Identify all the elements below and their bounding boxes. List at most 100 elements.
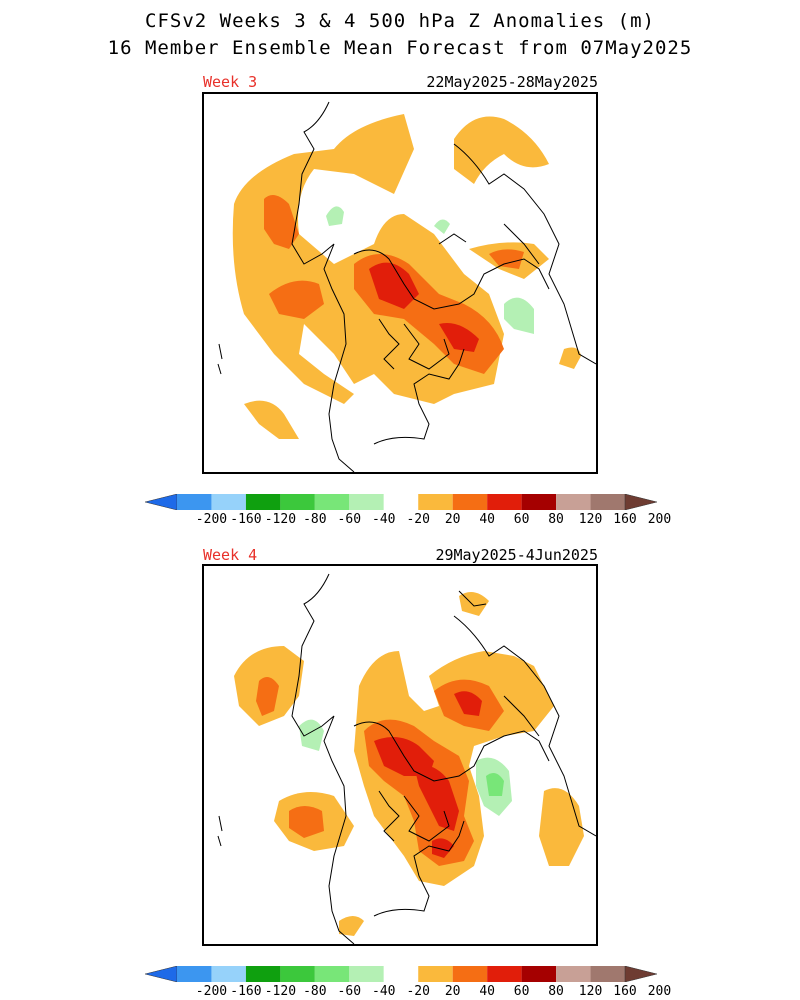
colorbar-swatch — [280, 966, 315, 982]
colorbar-swatch — [556, 494, 591, 510]
anomaly-60-80 — [454, 691, 482, 716]
colorbar-tick-label: 160 — [613, 512, 637, 527]
anomaly-40-60 — [489, 249, 524, 269]
colorbar-low-arrow — [145, 966, 178, 982]
colorbar-tick-label: -40 — [372, 512, 396, 527]
coastline — [291, 573, 355, 944]
coastline — [503, 223, 540, 265]
anomaly-neg20-40 — [434, 219, 450, 234]
colorbar-swatch — [245, 966, 281, 982]
panel1-map-graphic — [217, 101, 596, 472]
coastline — [403, 323, 450, 370]
anomaly-40-60 — [269, 280, 324, 319]
panel1-coastlines — [217, 101, 596, 472]
anomaly-neg20-40 — [326, 206, 344, 226]
coastline — [353, 721, 550, 782]
colorbar-swatch — [487, 494, 522, 510]
colorbar-high-arrow — [624, 494, 657, 510]
colorbar-swatch — [590, 494, 625, 510]
colorbar-tick-label: 60 — [513, 984, 530, 999]
colorbar-tick-label: -80 — [303, 984, 327, 999]
colorbar-low-arrow — [145, 494, 178, 510]
coastline — [453, 143, 596, 365]
colorbar-tick-label: -160 — [230, 984, 262, 999]
anomaly-20-40 — [454, 116, 549, 184]
colorbar-swatch — [349, 494, 384, 510]
panel2-map — [202, 564, 598, 946]
colorbar-swatch — [245, 494, 281, 510]
colorbar-tick-label: 40 — [479, 984, 495, 999]
anomaly-40-60 — [264, 195, 299, 249]
anomaly-60-80 — [432, 838, 454, 858]
anomaly-20-40 — [559, 347, 581, 369]
chart-title: CFSv2 Weeks 3 & 4 500 hPa Z Anomalies (m… — [145, 10, 655, 32]
colorbar-tick-label: -40 — [372, 984, 396, 999]
anomaly-40-60 — [256, 677, 279, 716]
panel1-colorbar — [145, 494, 657, 510]
colorbar-swatch — [590, 966, 625, 982]
coastline — [217, 343, 223, 375]
anomaly-40-60 — [289, 806, 324, 838]
chart-subtitle: 16 Member Ensemble Mean Forecast from 07… — [107, 37, 693, 59]
panel1-colorbar-labels: -200 -160 -120 -80 -60 -40 -20 20 40 60 80 120 160 20… — [145, 512, 671, 527]
colorbar-tick-label: -20 — [406, 512, 430, 527]
colorbar-swatch — [521, 966, 557, 982]
colorbar-tick-label: 160 — [613, 984, 637, 999]
colorbar-high-arrow — [624, 966, 657, 982]
anomaly-20-40 — [339, 916, 364, 936]
colorbar-swatch — [280, 494, 315, 510]
colorbar-swatch — [211, 494, 246, 510]
anomaly-neg20-40 — [504, 297, 534, 334]
colorbar-tick-label: 80 — [548, 512, 564, 527]
colorbar-tick-label: -200 — [195, 984, 228, 999]
panel2-week-label: Week 4 — [203, 546, 258, 564]
colorbar-tick-label: -200 — [195, 512, 228, 527]
colorbar-tick-label: 120 — [578, 512, 603, 527]
colorbar-swatch — [418, 966, 453, 982]
colorbar-tick-label: 80 — [548, 984, 564, 999]
panel1-anomaly-fills — [232, 114, 581, 439]
panel1-date-range: 22May2025-28May2025 — [426, 73, 598, 91]
colorbar-tick-label: -60 — [337, 984, 362, 999]
coastline — [373, 820, 465, 917]
colorbar-swatch — [487, 966, 522, 982]
colorbar-swatch — [383, 494, 419, 510]
colorbar-swatch — [383, 966, 419, 982]
colorbar-swatch — [177, 494, 212, 510]
coastline — [353, 249, 550, 310]
colorbar-swatch — [452, 494, 488, 510]
colorbar-swatch — [314, 494, 350, 510]
colorbar-swatch — [177, 966, 212, 982]
coastline — [217, 815, 223, 847]
colorbar-tick-label: -80 — [303, 512, 327, 527]
colorbar-swatch — [556, 966, 591, 982]
colorbar-tick-label: 200 — [647, 512, 672, 527]
panel2-colorbar-labels: -200 -160 -120 -80 -60 -40 -20 20 40 60 80 120 160 20… — [145, 984, 671, 999]
colorbar-tick-label: -120 — [264, 512, 297, 527]
colorbar-swatch — [349, 966, 384, 982]
anomaly-neg40-60 — [486, 772, 504, 796]
coastline — [453, 615, 596, 837]
panel2-coastlines — [217, 573, 596, 944]
colorbar-tick-label: -160 — [230, 512, 262, 527]
anomaly-60-80 — [369, 262, 419, 309]
panel2-anomaly-fills — [234, 592, 584, 936]
colorbar-tick-label: -60 — [337, 512, 362, 527]
anomaly-20-40 — [539, 788, 584, 866]
panel2-map-graphic — [217, 573, 596, 944]
panel1-map — [202, 92, 598, 474]
colorbar-tick-label: 120 — [578, 984, 603, 999]
colorbar-swatch — [314, 966, 350, 982]
colorbar-tick-label: -20 — [406, 984, 430, 999]
panel2-colorbar — [145, 966, 657, 982]
coastline — [373, 348, 465, 445]
coastline — [403, 795, 450, 842]
colorbar-swatch — [452, 966, 488, 982]
coastline — [458, 590, 487, 607]
colorbar-tick-label: 200 — [647, 984, 672, 999]
anomaly-60-80 — [414, 765, 459, 831]
colorbar-tick-label: 60 — [513, 512, 530, 527]
coastline — [503, 695, 540, 737]
coastline — [378, 790, 400, 842]
panel2-date-range: 29May2025-4Jun2025 — [435, 546, 598, 564]
